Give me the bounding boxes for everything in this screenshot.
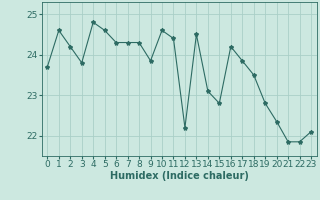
X-axis label: Humidex (Indice chaleur): Humidex (Indice chaleur) xyxy=(110,171,249,181)
